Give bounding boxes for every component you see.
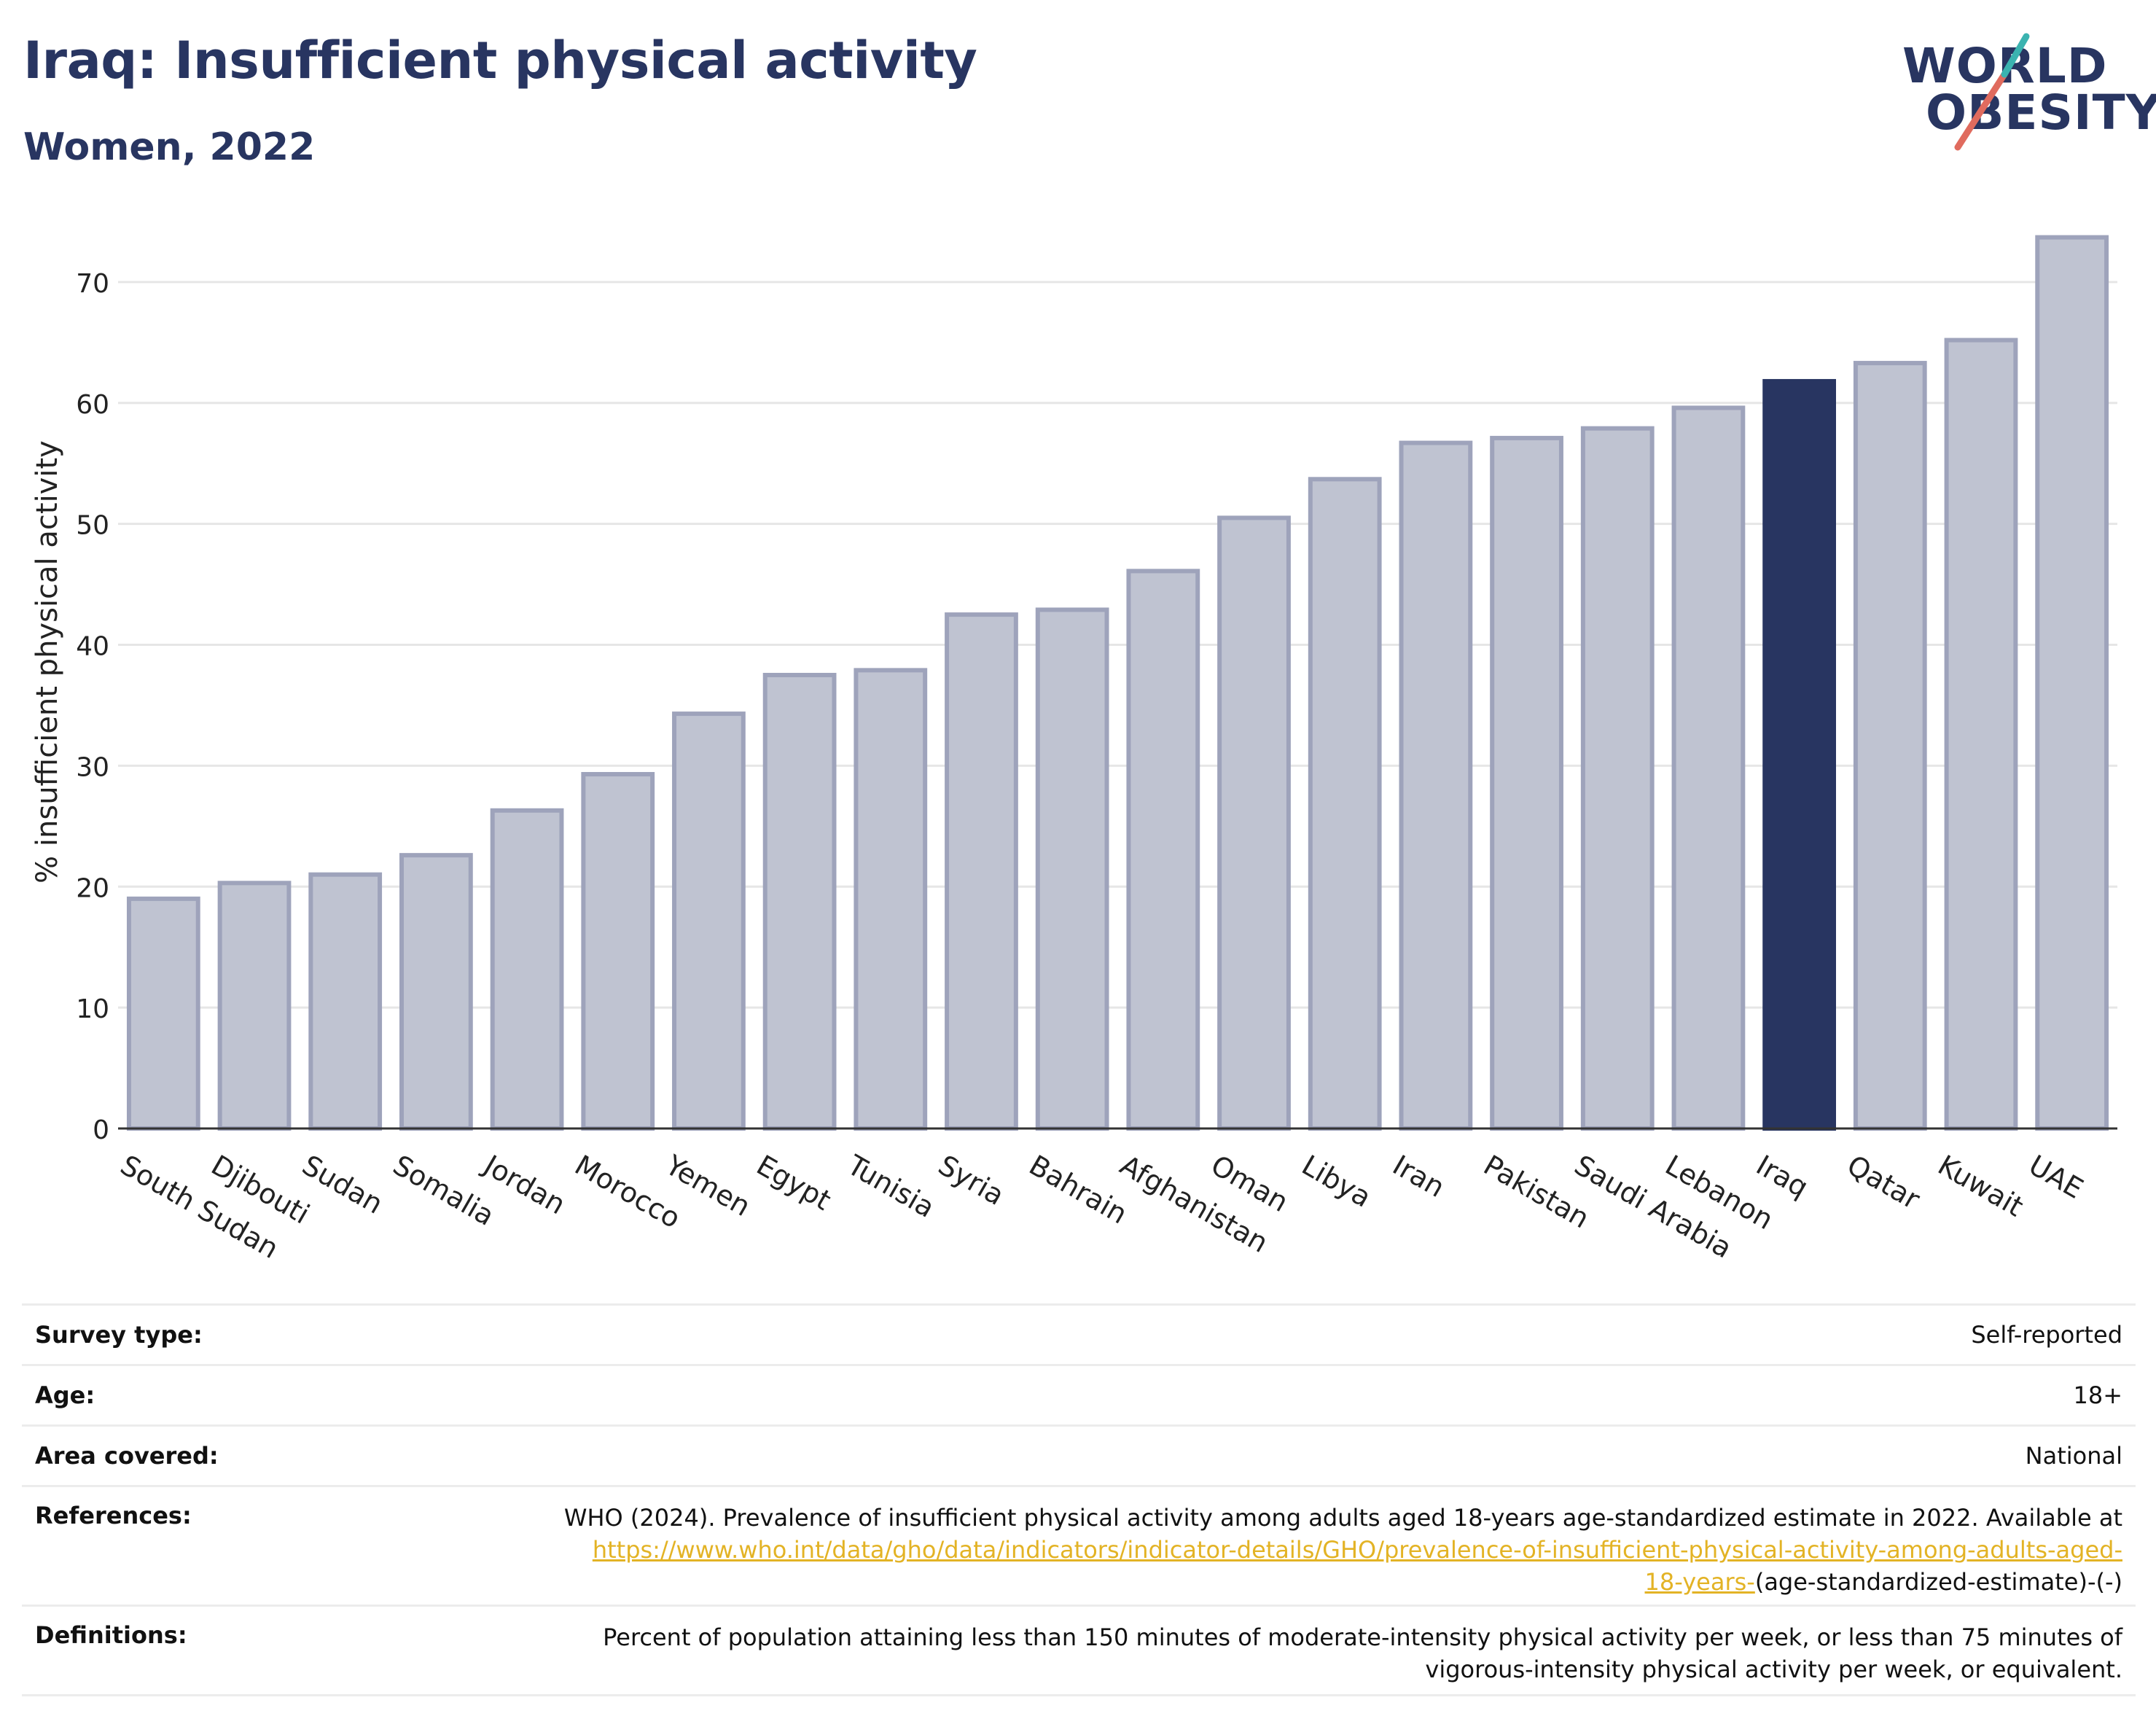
reference-text: WHO (2024). Prevalence of insufficient p…	[563, 1504, 2122, 1532]
bar-bahrain	[1035, 607, 1109, 1131]
x-tick-label: Egypt	[751, 1149, 837, 1217]
bar-afghanistan	[1126, 569, 1200, 1131]
meta-label: Survey type:	[35, 1321, 203, 1349]
bar-uae	[2035, 235, 2109, 1131]
bar-egypt	[762, 673, 837, 1131]
y-tick-label: 50	[76, 511, 109, 541]
meta-label: References:	[35, 1502, 192, 1529]
meta-row-age: Age: 18+	[22, 1364, 2136, 1424]
bar-qatar	[1853, 361, 1927, 1131]
bar-iraq	[1762, 378, 1836, 1131]
bar-sudan	[308, 872, 383, 1131]
meta-value: Self-reported	[1971, 1321, 2122, 1349]
bar-oman	[1217, 515, 1291, 1131]
y-tick-label: 60	[76, 390, 109, 420]
bar-tunisia	[854, 668, 928, 1131]
bar-syria	[945, 612, 1018, 1131]
x-tick-label: Qatar	[1842, 1149, 1926, 1216]
bar-yemen	[672, 711, 746, 1131]
meta-row-area-covered: Area covered: National	[22, 1424, 2136, 1485]
meta-value: National	[2025, 1442, 2122, 1470]
x-tick-label: Libya	[1297, 1149, 1377, 1214]
logo-line-1: WORLD	[1902, 38, 2108, 94]
x-tick-label: Bahrain	[1024, 1149, 1133, 1231]
chart-subtitle: Women, 2022	[23, 125, 316, 169]
meta-value: Percent of population attaining less tha…	[603, 1621, 2122, 1685]
bar-jordan	[490, 808, 564, 1131]
meta-row-definitions: Definitions: Percent of population attai…	[22, 1605, 2136, 1696]
logo-slash-icon	[1954, 33, 2030, 151]
meta-label: Definitions:	[35, 1621, 187, 1649]
definition-line-2: vigorous-intensity physical activity per…	[1425, 1656, 2122, 1683]
y-tick-label: 10	[76, 994, 109, 1024]
bar-morocco	[581, 772, 655, 1131]
meta-value: WHO (2024). Prevalence of insufficient p…	[564, 1502, 2122, 1598]
y-tick-label: 70	[76, 269, 109, 299]
bar-saudi-arabia	[1580, 426, 1655, 1131]
x-tick-label: Somalia	[388, 1149, 500, 1232]
bar-iran	[1399, 440, 1473, 1131]
bar-lebanon	[1671, 405, 1746, 1131]
x-tick-label: Iran	[1387, 1149, 1450, 1204]
definition-line-1: Percent of population attaining less tha…	[603, 1623, 2122, 1651]
bar-somalia	[399, 853, 473, 1131]
x-tick-label: Kuwait	[1932, 1149, 2028, 1223]
reference-link-continued[interactable]: 18-years-	[1644, 1568, 1755, 1596]
y-tick-label: 0	[93, 1115, 109, 1145]
bar-kuwait	[1944, 338, 2018, 1131]
y-tick-label: 30	[76, 752, 109, 782]
x-tick-label: UAE	[2023, 1149, 2088, 1205]
x-tick-label: Syria	[933, 1149, 1009, 1212]
reference-link[interactable]: https://www.who.int/data/gho/data/indica…	[592, 1536, 2122, 1564]
chart-title: Iraq: Insufficient physical activity	[23, 31, 977, 90]
bar-libya	[1308, 477, 1382, 1131]
world-obesity-logo: WORLD OBESITY	[1902, 29, 2156, 153]
metadata-table: Survey type: Self-reported Age: 18+ Area…	[22, 1303, 2136, 1696]
meta-row-survey-type: Survey type: Self-reported	[22, 1303, 2136, 1364]
y-axis-label: % insufficient physical activity	[31, 440, 64, 884]
meta-row-references: References: WHO (2024). Prevalence of in…	[22, 1485, 2136, 1605]
y-tick-label: 40	[76, 632, 109, 662]
meta-value: 18+	[2073, 1381, 2122, 1409]
bar-pakistan	[1490, 435, 1563, 1131]
x-tick-label: Iraq	[1751, 1149, 1813, 1204]
meta-label: Age:	[35, 1381, 95, 1409]
x-tick-label: Tunisia	[841, 1148, 940, 1224]
bar-djibouti	[217, 881, 292, 1131]
logo-line-2: OBESITY	[1926, 85, 2156, 141]
reference-suffix: (age-standardized-estimate)-(-)	[1754, 1568, 2122, 1596]
y-tick-label: 20	[76, 873, 109, 903]
bar-south-sudan	[126, 896, 200, 1131]
meta-label: Area covered:	[35, 1442, 219, 1470]
